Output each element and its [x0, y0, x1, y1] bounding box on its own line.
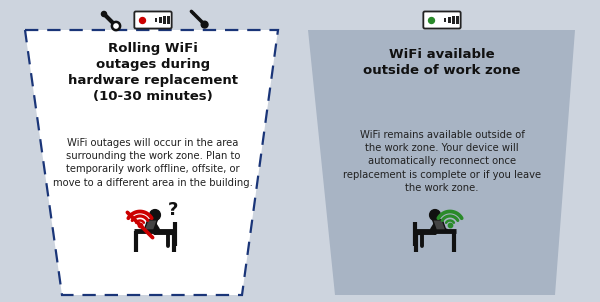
FancyBboxPatch shape	[155, 18, 157, 22]
FancyBboxPatch shape	[452, 17, 455, 24]
Circle shape	[112, 21, 121, 31]
Circle shape	[114, 24, 118, 28]
Polygon shape	[25, 30, 278, 295]
FancyBboxPatch shape	[457, 16, 459, 24]
Circle shape	[101, 11, 107, 17]
Circle shape	[149, 210, 160, 220]
Polygon shape	[191, 11, 195, 15]
Text: WiFi available
outside of work zone: WiFi available outside of work zone	[364, 48, 521, 77]
FancyBboxPatch shape	[443, 18, 446, 22]
FancyBboxPatch shape	[448, 17, 451, 23]
Text: WiFi remains available outside of
the work zone. Your device will
automatically : WiFi remains available outside of the wo…	[343, 130, 541, 193]
Polygon shape	[433, 220, 446, 230]
Polygon shape	[308, 30, 575, 295]
Circle shape	[430, 210, 440, 220]
Text: WiFi outages will occur in the area
surrounding the work zone. Plan to
temporari: WiFi outages will occur in the area surr…	[53, 138, 253, 188]
Text: ?: ?	[168, 201, 178, 219]
FancyBboxPatch shape	[163, 17, 166, 24]
FancyBboxPatch shape	[424, 11, 461, 28]
FancyBboxPatch shape	[159, 17, 161, 23]
Text: Rolling WiFi
outages during
hardware replacement
(10-30 minutes): Rolling WiFi outages during hardware rep…	[68, 42, 238, 103]
Circle shape	[201, 21, 208, 28]
Polygon shape	[144, 220, 157, 230]
FancyBboxPatch shape	[167, 16, 170, 24]
FancyBboxPatch shape	[134, 11, 172, 28]
